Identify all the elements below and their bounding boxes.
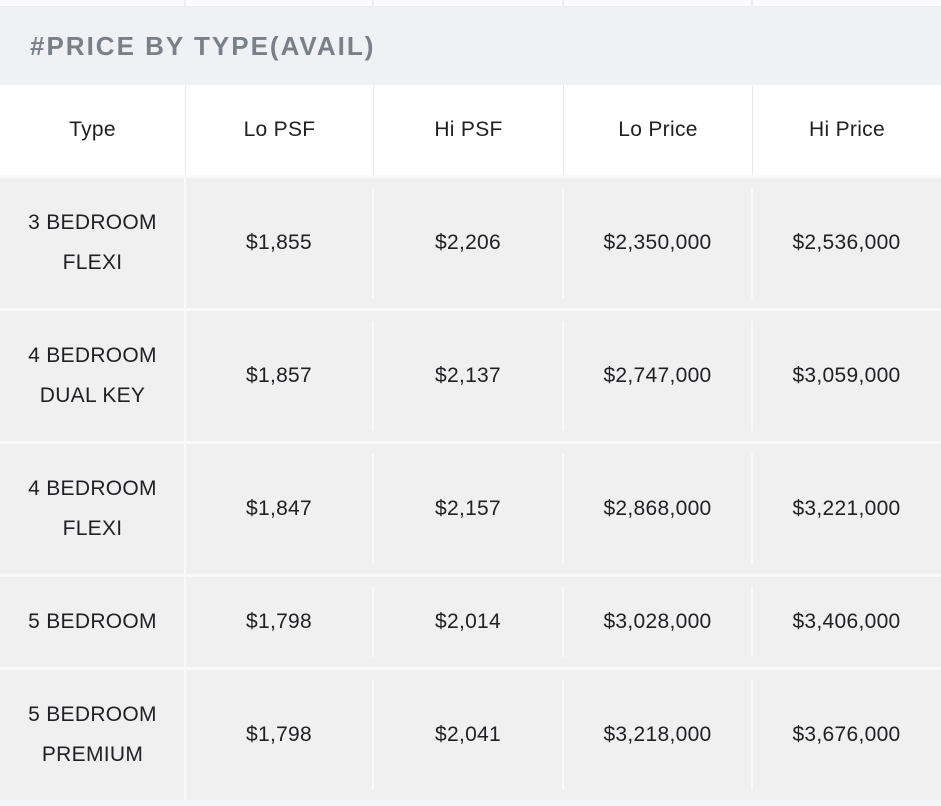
cell-hi-price: $3,059,000: [751, 311, 941, 441]
table-title-bar: #PRICE BY TYPE(AVAIL): [0, 7, 941, 85]
cell-lo-psf: $1,847: [184, 444, 373, 574]
cell-type: 3 BEDROOM FLEXI: [0, 178, 185, 308]
table-row: 4 BEDROOM DUAL KEY $1,857 $2,137 $2,747,…: [0, 308, 941, 441]
table-row: 3 BEDROOM FLEXI $1,855 $2,206 $2,350,000…: [0, 175, 941, 308]
previous-table-edge: [0, 0, 941, 7]
cell-hi-price: $3,221,000: [751, 444, 941, 574]
cell-hi-psf: $2,014: [372, 577, 563, 667]
cell-hi-psf: $2,137: [372, 311, 563, 441]
cell-type: 4 BEDROOM FLEXI: [0, 444, 185, 574]
cell-lo-price: $3,028,000: [562, 577, 752, 667]
price-by-type-table: Type Lo PSF Hi PSF Lo Price Hi Price 3 B…: [0, 85, 941, 800]
cell-hi-psf: $2,206: [372, 178, 563, 308]
cell-type: 4 BEDROOM DUAL KEY: [0, 311, 185, 441]
column-header-hi-psf: Hi PSF: [373, 85, 563, 175]
column-divider: [562, 0, 564, 6]
table-row: 4 BEDROOM FLEXI $1,847 $2,157 $2,868,000…: [0, 441, 941, 574]
table-title: #PRICE BY TYPE(AVAIL): [30, 30, 376, 61]
cell-type: 5 BEDROOM: [0, 577, 185, 667]
column-header-lo-psf: Lo PSF: [185, 85, 373, 175]
column-header-type: Type: [0, 85, 185, 175]
column-header-lo-price: Lo Price: [563, 85, 752, 175]
table-header-row: Type Lo PSF Hi PSF Lo Price Hi Price: [0, 85, 941, 175]
cell-hi-psf: $2,157: [372, 444, 563, 574]
cell-lo-psf: $1,798: [184, 577, 373, 667]
cell-lo-psf: $1,798: [184, 670, 373, 800]
column-divider: [184, 0, 186, 6]
cell-lo-psf: $1,855: [184, 178, 373, 308]
cell-type: 5 BEDROOM PREMIUM: [0, 670, 185, 800]
cell-hi-price: $2,536,000: [751, 178, 941, 308]
table-row: 5 BEDROOM PREMIUM $1,798 $2,041 $3,218,0…: [0, 667, 941, 800]
column-divider: [751, 0, 753, 6]
cell-lo-price: $2,868,000: [562, 444, 752, 574]
table-row: 5 BEDROOM $1,798 $2,014 $3,028,000 $3,40…: [0, 574, 941, 667]
cell-hi-psf: $2,041: [372, 670, 563, 800]
cell-lo-price: $2,350,000: [562, 178, 752, 308]
cell-lo-psf: $1,857: [184, 311, 373, 441]
cell-lo-price: $2,747,000: [562, 311, 752, 441]
column-divider: [372, 0, 374, 6]
cell-hi-price: $3,676,000: [751, 670, 941, 800]
cell-lo-price: $3,218,000: [562, 670, 752, 800]
cell-hi-price: $3,406,000: [751, 577, 941, 667]
column-header-hi-price: Hi Price: [752, 85, 941, 175]
